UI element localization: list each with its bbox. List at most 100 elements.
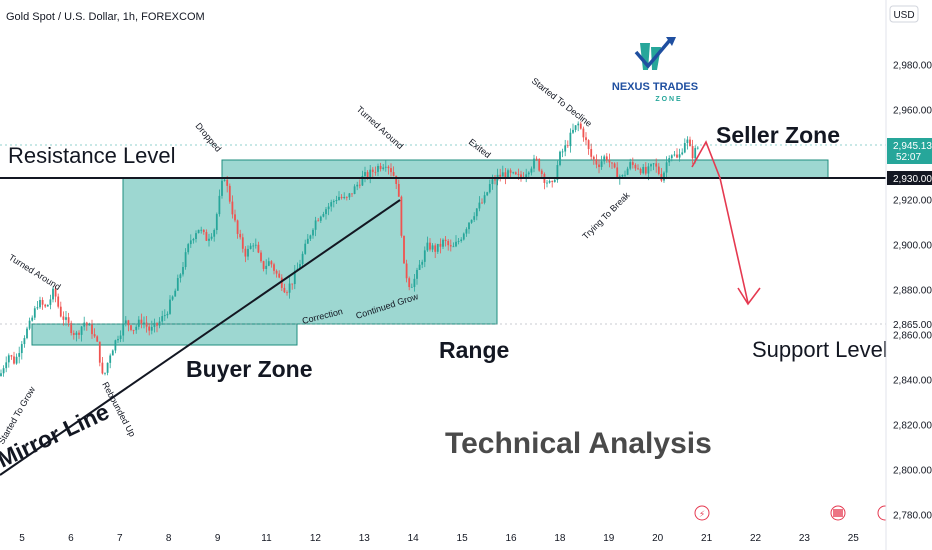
x-tick-label: 12 <box>310 533 322 544</box>
candle-body <box>572 129 574 133</box>
candle-body <box>465 229 468 234</box>
support-price-value: 2,865.00 <box>893 320 932 331</box>
lightning-icon <box>694 505 710 521</box>
candle-body <box>57 296 60 307</box>
candle-body <box>267 261 270 266</box>
x-tick-label: 21 <box>701 533 713 544</box>
candle-body <box>670 155 673 159</box>
y-tick-label: 2,920.00 <box>893 196 932 207</box>
candle-body <box>595 159 598 165</box>
candle-body <box>88 324 91 326</box>
candle-body <box>226 179 229 186</box>
x-tick-label: 20 <box>652 533 664 544</box>
candle-body <box>358 184 361 186</box>
candle-body <box>257 244 260 253</box>
candle-body <box>611 162 613 164</box>
candle-body <box>132 329 135 331</box>
candle-body <box>512 172 515 174</box>
candle-body <box>36 307 39 309</box>
candle-body <box>676 154 678 158</box>
candle-body <box>340 196 343 199</box>
candle-body <box>273 264 275 271</box>
candle-body <box>507 170 509 178</box>
resistance-level-label: Resistance Level <box>8 143 176 168</box>
candle-body <box>608 160 611 163</box>
candle-body <box>39 299 41 308</box>
candle-body <box>65 317 67 320</box>
candle-body <box>673 154 676 156</box>
candle-body <box>275 270 278 274</box>
candle-body <box>145 322 148 327</box>
candle-body <box>5 362 8 369</box>
candle-body <box>556 165 559 180</box>
candle-body <box>325 209 327 215</box>
candle-body <box>20 344 23 354</box>
candle-body <box>520 174 522 178</box>
x-tick-label: 13 <box>359 533 371 544</box>
candle-body <box>478 202 481 209</box>
candle-body <box>418 264 421 270</box>
candle-body <box>33 308 36 318</box>
candle-body <box>366 172 369 178</box>
y-tick-label: 2,960.00 <box>893 106 932 117</box>
candle-body <box>668 158 671 163</box>
candle-body <box>202 229 205 233</box>
x-tick-label: 22 <box>750 533 762 544</box>
candle-body <box>488 184 491 193</box>
candle-body <box>140 319 143 324</box>
candle-body <box>655 163 658 167</box>
candle-body <box>205 232 208 241</box>
candle-body <box>306 238 309 244</box>
candle-body <box>369 169 372 178</box>
candle-body <box>119 335 122 340</box>
candle-body <box>351 193 353 195</box>
candle-body <box>15 356 18 364</box>
candle-body <box>41 299 44 305</box>
candle-body <box>452 246 455 248</box>
candle-body <box>26 328 28 339</box>
candle-body <box>91 324 93 335</box>
candle-body <box>598 164 600 167</box>
candle-body <box>348 193 351 198</box>
candle-body <box>470 219 473 223</box>
candle-body <box>384 166 387 168</box>
buyer-zone-box <box>31 323 298 346</box>
candle-body <box>624 174 626 176</box>
candle-body <box>395 175 398 184</box>
candle-body <box>449 245 452 247</box>
candle-body <box>67 317 70 323</box>
candle-body <box>650 164 652 167</box>
candle-body <box>54 288 57 297</box>
candle-body <box>280 277 283 288</box>
candle-body <box>236 220 239 234</box>
candle-body <box>309 235 312 239</box>
candle-body <box>559 151 561 166</box>
candle-body <box>683 143 686 153</box>
candle-body <box>244 248 247 257</box>
y-tick-label: 2,900.00 <box>893 241 932 252</box>
currency-button[interactable] <box>889 5 919 23</box>
candle-body <box>111 350 114 356</box>
candle-body <box>455 241 457 247</box>
candle-body <box>694 148 697 159</box>
y-tick-label: 2,980.00 <box>893 61 932 72</box>
candle-body <box>538 158 541 171</box>
candle-body <box>228 185 231 202</box>
candle-body <box>169 299 171 314</box>
candle-body <box>335 200 338 202</box>
candle-body <box>587 140 590 150</box>
candle-body <box>75 332 78 335</box>
candle-body <box>187 244 190 253</box>
candle-body <box>626 168 629 175</box>
candle-body <box>200 229 203 231</box>
candle-body <box>481 202 483 204</box>
candle-body <box>546 182 548 184</box>
candle-body <box>80 326 83 335</box>
candle-body <box>101 362 104 374</box>
candle-body <box>509 170 512 173</box>
candle-body <box>657 166 660 174</box>
candle-body <box>150 326 153 331</box>
candle-body <box>7 355 10 363</box>
symbol-title: Gold Spot / U.S. Dollar, 1h, FOREXCOM <box>6 11 205 23</box>
